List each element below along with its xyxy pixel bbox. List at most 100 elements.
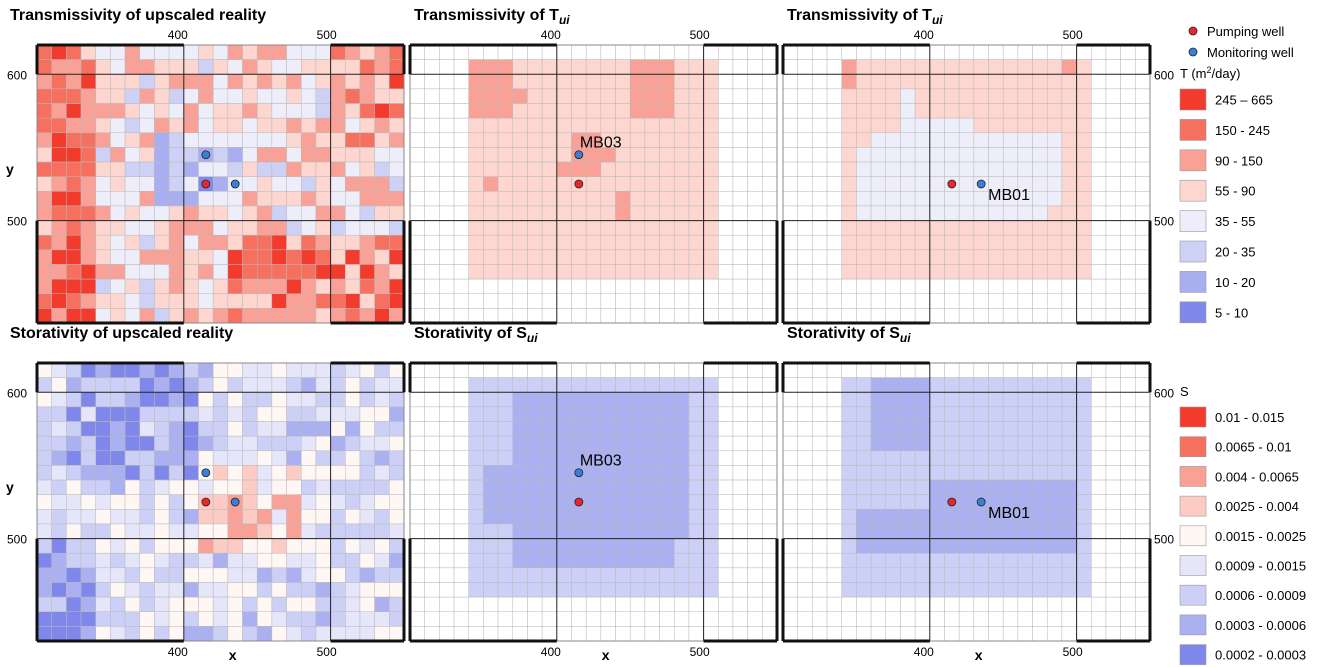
- grid-cell: [139, 450, 155, 466]
- grid-cell: [227, 249, 243, 265]
- grid-cell: [944, 191, 960, 207]
- grid-cell: [826, 626, 842, 642]
- grid-cell: [300, 103, 317, 119]
- grid-cell: [1091, 147, 1107, 163]
- grid-cell: [973, 509, 989, 525]
- grid-cell: [541, 523, 558, 539]
- grid-cell: [271, 264, 287, 280]
- grid-cell: [571, 74, 587, 90]
- grid-cell: [841, 626, 857, 642]
- grid-cell: [826, 596, 842, 612]
- grid-cell: [732, 293, 748, 309]
- grid-cell: [900, 88, 916, 104]
- grid-cell: [732, 392, 748, 408]
- grid-cell: [541, 421, 558, 437]
- grid-cell: [600, 479, 616, 495]
- grid-cell: [198, 421, 214, 437]
- grid-cell: [154, 509, 170, 525]
- grid-cell: [198, 450, 214, 466]
- grid-cell: [439, 220, 455, 236]
- grid-cell: [66, 494, 82, 510]
- grid-cell: [527, 509, 543, 525]
- grid-cell: [600, 523, 616, 539]
- grid-cell: [541, 308, 558, 324]
- grid-cell: [453, 191, 469, 207]
- grid-cell: [512, 509, 528, 525]
- grid-cell: [600, 611, 616, 627]
- grid-cell: [600, 421, 616, 437]
- grid-cell: [453, 147, 469, 163]
- grid-cell: [1091, 362, 1107, 378]
- grid-cell: [797, 249, 813, 265]
- grid-cell: [139, 88, 155, 104]
- grid-cell: [541, 161, 558, 177]
- grid-cell: [330, 552, 346, 569]
- grid-cell: [1032, 191, 1048, 207]
- grid-cell: [1002, 147, 1019, 163]
- grid-cell: [826, 191, 842, 207]
- grid-cell: [870, 234, 887, 251]
- grid-cell: [345, 74, 361, 90]
- grid-cell: [900, 465, 916, 481]
- grid-cell: [914, 88, 931, 104]
- grid-cell: [659, 147, 675, 163]
- grid-cell: [124, 278, 141, 294]
- grid-cell: [110, 582, 126, 598]
- grid-cell: [110, 421, 126, 437]
- grid-cell: [424, 392, 440, 408]
- grid-cell: [80, 205, 96, 221]
- grid-cell: [439, 234, 455, 251]
- grid-cell: [409, 234, 425, 251]
- grid-cell: [900, 362, 916, 378]
- grid-cell: [900, 132, 916, 148]
- x-tick-label: 500: [317, 28, 337, 42]
- grid-cell: [271, 567, 287, 583]
- grid-cell: [1091, 161, 1107, 177]
- grid-cell: [359, 205, 375, 221]
- grid-cell: [95, 117, 111, 134]
- grid-cell: [453, 362, 469, 378]
- grid-cell: [571, 538, 587, 554]
- grid-cell: [483, 377, 499, 393]
- grid-cell: [812, 392, 828, 408]
- grid-cell: [644, 421, 660, 437]
- grid-cell: [703, 611, 719, 627]
- monitoring-well-marker: [574, 150, 584, 160]
- grid-cell: [688, 117, 704, 134]
- grid-cell: [585, 626, 602, 642]
- grid-cell: [1032, 362, 1048, 378]
- grid-cell: [51, 264, 67, 280]
- grid-cell: [286, 220, 302, 236]
- grid-cell: [673, 88, 690, 104]
- grid-cell: [585, 278, 602, 294]
- grid-cell: [973, 421, 989, 437]
- grid-cell: [1076, 264, 1092, 280]
- grid-cell: [51, 494, 67, 510]
- grid-cell: [300, 176, 317, 192]
- grid-cell: [826, 44, 842, 60]
- grid-cell: [841, 509, 857, 525]
- grid-cell: [782, 611, 798, 627]
- grid-cell: [673, 293, 690, 309]
- grid-cell: [973, 220, 989, 236]
- grid-cell: [856, 377, 872, 393]
- grid-cell: [885, 582, 901, 598]
- grid-cell: [468, 421, 484, 437]
- grid-cell: [826, 392, 842, 408]
- grid-cell: [1046, 494, 1063, 510]
- grid-cell: [885, 88, 901, 104]
- grid-cell: [541, 205, 558, 221]
- grid-cell: [1105, 596, 1121, 612]
- grid-cell: [1091, 479, 1107, 495]
- grid-cell: [988, 538, 1004, 554]
- grid-cell: [1120, 147, 1136, 163]
- grid-cell: [51, 132, 67, 148]
- grid-cell: [527, 626, 543, 642]
- grid-cell: [286, 205, 302, 221]
- grid-cell: [541, 538, 558, 554]
- grid-cell: [439, 582, 455, 598]
- grid-cell: [762, 479, 778, 495]
- grid-cell: [453, 205, 469, 221]
- grid-cell: [644, 494, 660, 510]
- grid-cell: [1135, 509, 1151, 525]
